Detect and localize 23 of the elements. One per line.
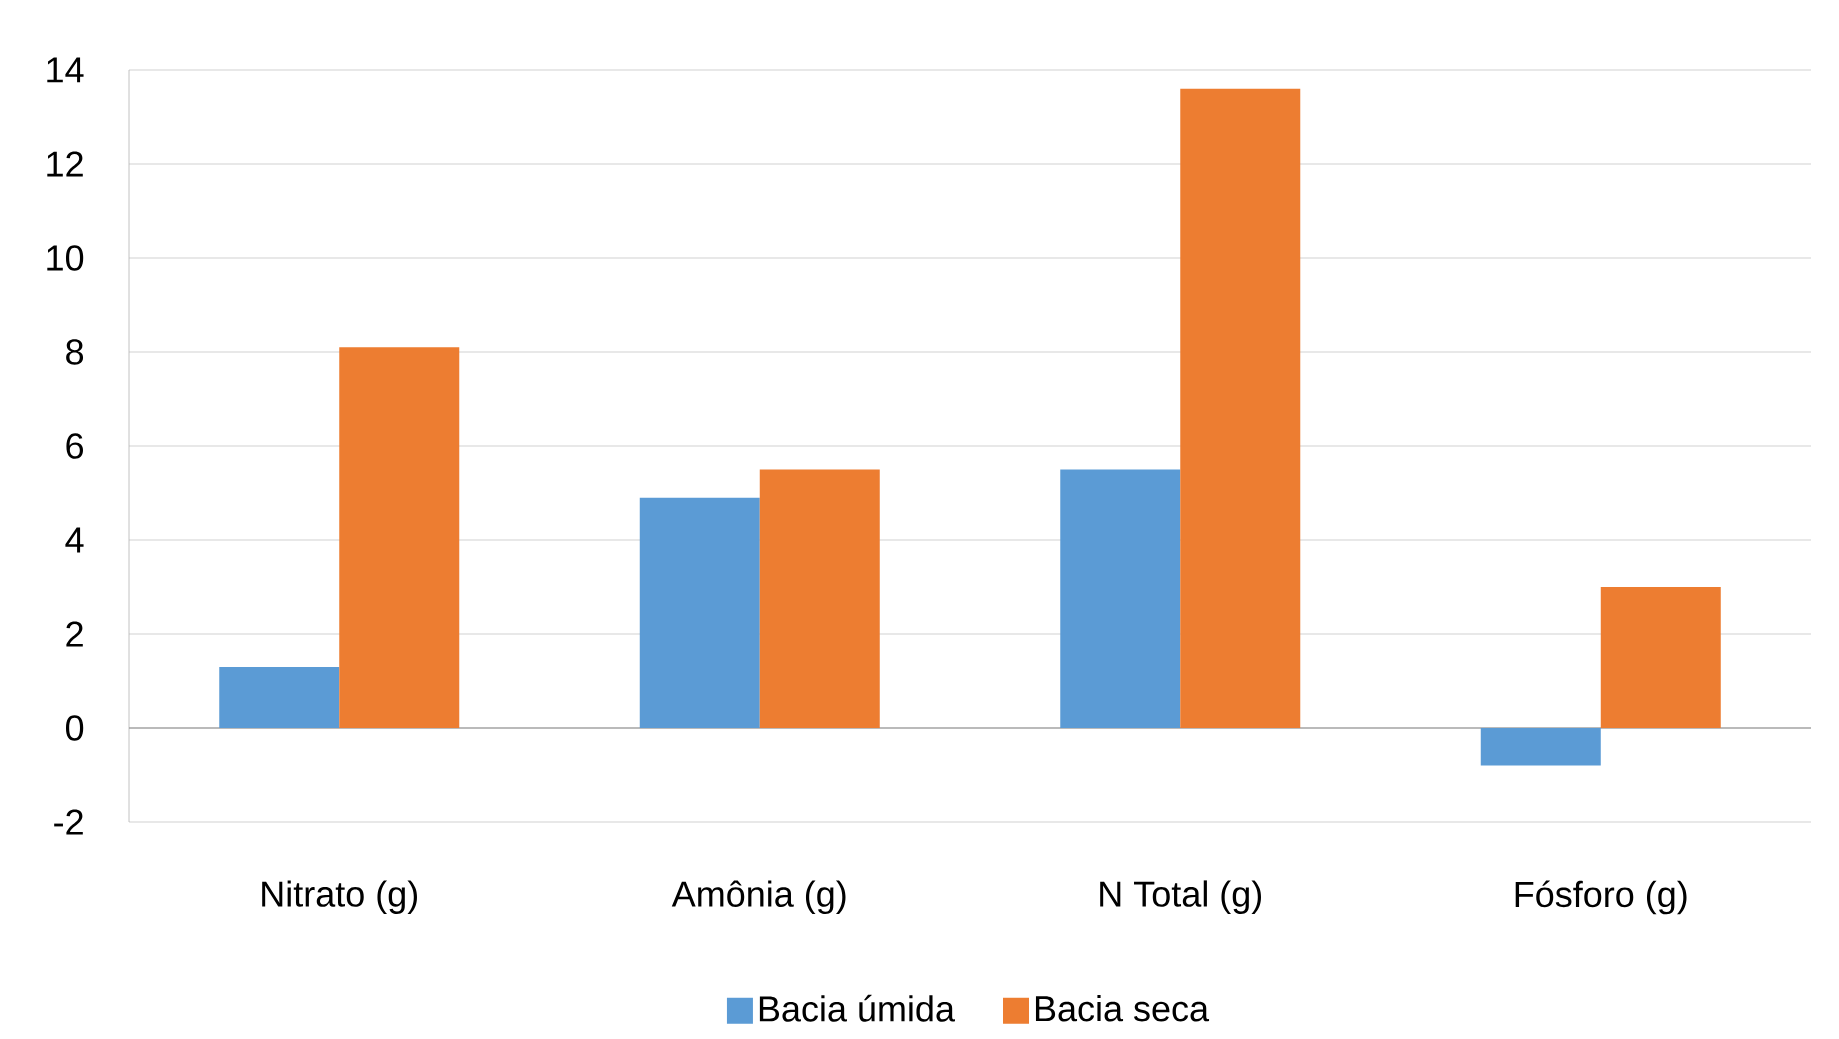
y-tick-label: 8	[66, 339, 84, 365]
x-tick-label: N Total (g)	[1100, 880, 1261, 914]
legend-label: Bacia úmida	[759, 994, 955, 1022]
y-tick-label: 2	[66, 621, 83, 647]
y-tick-label: -2	[54, 809, 83, 835]
bar	[1060, 469, 1181, 728]
bar	[759, 469, 880, 728]
legend-label: Bacia seca	[1035, 995, 1210, 1022]
x-tick-label: Nitrato (g)	[262, 880, 417, 914]
y-tick-label: 14	[47, 57, 84, 83]
y-tick-label: 10	[47, 245, 84, 271]
x-tick-label: Fósforo (g)	[1515, 880, 1687, 915]
bar	[1480, 728, 1601, 766]
bar	[339, 347, 460, 728]
y-tick-label: 6	[66, 433, 84, 459]
y-tick-label: 0	[65, 715, 84, 741]
bar	[639, 497, 760, 728]
bar	[1600, 587, 1721, 728]
y-tick-label: 12	[47, 151, 83, 177]
y-tick-label: 4	[65, 527, 84, 553]
bar	[1180, 88, 1301, 728]
x-tick-label: Amônia (g)	[671, 880, 846, 915]
bar	[219, 666, 340, 728]
